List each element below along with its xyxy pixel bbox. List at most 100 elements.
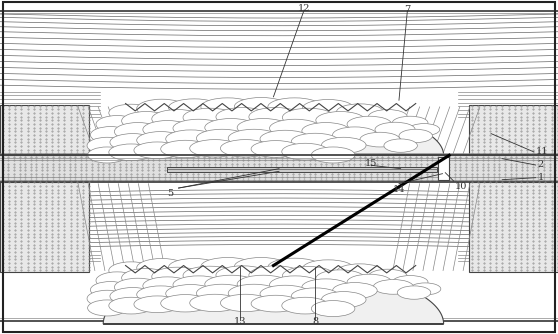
Bar [0,10,558,155]
Ellipse shape [316,112,365,129]
Ellipse shape [220,140,271,157]
Ellipse shape [134,142,181,159]
Ellipse shape [196,284,248,302]
Ellipse shape [87,290,127,307]
Bar [438,157,449,180]
Ellipse shape [137,286,185,303]
Ellipse shape [161,140,210,158]
Ellipse shape [321,137,366,153]
Ellipse shape [237,119,290,137]
Ellipse shape [173,119,224,137]
Ellipse shape [152,110,203,128]
PathPatch shape [103,266,444,324]
Ellipse shape [251,295,300,312]
Ellipse shape [368,110,407,124]
Text: 13: 13 [234,318,246,326]
Ellipse shape [291,133,339,150]
Ellipse shape [373,280,413,294]
Ellipse shape [399,129,432,143]
Ellipse shape [249,108,302,126]
Ellipse shape [228,284,280,302]
Ellipse shape [166,285,216,303]
Ellipse shape [260,285,310,303]
Ellipse shape [216,108,270,126]
Ellipse shape [169,259,220,276]
Ellipse shape [347,274,392,290]
Ellipse shape [143,121,192,139]
Bar [469,105,558,155]
Ellipse shape [134,296,181,313]
Text: 1: 1 [537,173,543,182]
Ellipse shape [110,288,156,305]
Ellipse shape [375,122,415,137]
Text: 10: 10 [455,182,467,191]
Ellipse shape [109,262,153,279]
Ellipse shape [321,292,366,308]
Ellipse shape [237,275,290,293]
Ellipse shape [249,266,302,285]
Ellipse shape [87,137,127,154]
Ellipse shape [282,143,329,160]
Ellipse shape [114,278,161,296]
Text: 5: 5 [167,189,173,198]
Ellipse shape [268,98,321,116]
Ellipse shape [109,104,153,122]
Bar [0,155,558,182]
Ellipse shape [234,258,288,276]
Text: 8: 8 [312,318,318,326]
Ellipse shape [251,141,300,157]
Ellipse shape [190,294,240,312]
Ellipse shape [270,276,321,294]
Text: 11: 11 [536,148,548,156]
Ellipse shape [384,139,417,152]
Ellipse shape [311,301,355,317]
Ellipse shape [397,286,431,299]
Ellipse shape [183,108,237,127]
Bar [0,182,89,272]
Ellipse shape [109,144,153,161]
Ellipse shape [333,283,377,299]
Ellipse shape [205,275,257,293]
Text: 7: 7 [404,5,411,14]
Ellipse shape [122,269,171,287]
Ellipse shape [201,98,254,116]
Ellipse shape [302,100,354,117]
Ellipse shape [260,130,310,148]
Ellipse shape [291,288,339,305]
Bar [167,167,437,172]
Ellipse shape [302,279,350,296]
Ellipse shape [88,147,127,163]
Ellipse shape [316,270,365,287]
Ellipse shape [196,129,248,147]
Ellipse shape [302,260,354,277]
Ellipse shape [96,116,138,133]
Text: 15: 15 [365,159,377,168]
Ellipse shape [166,130,216,148]
Bar [0,182,558,324]
Ellipse shape [311,147,355,163]
Ellipse shape [220,294,271,312]
Ellipse shape [114,123,161,141]
Ellipse shape [183,266,237,285]
Ellipse shape [88,300,127,316]
Ellipse shape [410,283,441,295]
Ellipse shape [152,267,203,286]
Ellipse shape [408,124,440,136]
Ellipse shape [137,99,187,118]
Ellipse shape [270,119,321,137]
Ellipse shape [360,132,400,147]
Ellipse shape [336,104,383,120]
Ellipse shape [336,264,383,280]
PathPatch shape [103,104,444,155]
Ellipse shape [122,112,171,130]
Bar [0,105,89,155]
Ellipse shape [90,127,131,143]
Ellipse shape [333,127,377,143]
Ellipse shape [347,116,392,132]
Text: 14: 14 [393,185,405,194]
Text: 2: 2 [537,161,543,169]
Ellipse shape [109,297,153,314]
Ellipse shape [392,276,428,289]
Ellipse shape [96,272,138,289]
Ellipse shape [234,98,288,116]
